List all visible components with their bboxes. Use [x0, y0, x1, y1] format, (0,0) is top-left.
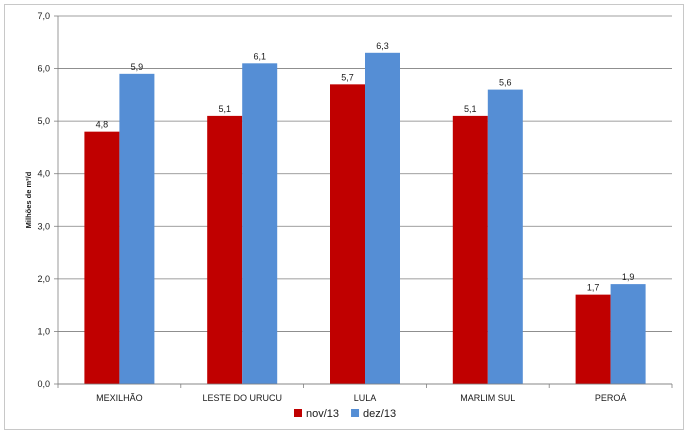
x-category-label: LULA: [354, 393, 377, 403]
bar: [330, 84, 365, 384]
legend-label: dez/13: [363, 408, 396, 420]
bar: [452, 115, 488, 384]
y-tick-label: 1,0: [37, 326, 50, 336]
x-axis-categories: MEXILHÃO LESTE DO URUCU LULA MARLIM SUL PERO…: [96, 393, 626, 403]
y-axis-label: Milhões de m³/d: [24, 171, 33, 228]
bar: [207, 115, 243, 384]
data-label: 5,1: [464, 104, 477, 114]
data-label: 5,1: [218, 104, 231, 114]
data-label: 5,7: [341, 72, 354, 82]
y-tick-label: 0,0: [37, 379, 50, 389]
data-label: 1,9: [622, 272, 635, 282]
y-tick-label: 4,0: [37, 169, 50, 179]
legend-label: nov/13: [306, 408, 339, 420]
y-tick-label: 7,0: [37, 11, 50, 21]
y-axis-ticks: 0,0 1,0 2,0 3,0 4,0 5,0 6,0 7,0: [37, 11, 58, 389]
legend-swatch: [294, 409, 302, 417]
data-label: 5,6: [499, 78, 512, 88]
y-tick-label: 2,0: [37, 274, 50, 284]
bar: [365, 52, 400, 385]
bar: [487, 89, 523, 384]
data-label: 6,1: [253, 51, 266, 61]
legend-swatch: [351, 409, 360, 417]
data-label: 4,8: [96, 120, 109, 130]
x-category-label: LESTE DO URUCU: [202, 393, 282, 403]
data-label: 1,7: [587, 283, 600, 293]
y-tick-label: 3,0: [37, 221, 50, 231]
x-category-label: MARLIM SUL: [460, 393, 515, 403]
bar: [610, 284, 646, 384]
y-tick-label: 5,0: [37, 116, 50, 126]
axes: [57, 16, 673, 388]
data-label: 6,3: [376, 41, 389, 51]
y-tick-label: 6,0: [37, 64, 50, 74]
bar: [119, 73, 155, 384]
bar: [242, 63, 278, 385]
x-category-label: MEXILHÃO: [96, 393, 143, 403]
bar: [84, 131, 120, 384]
bars: 4,8 5,9 5,1 6,1 5,7 6,3 5,1 5,6 1,7 1,9: [84, 41, 646, 385]
bar: [575, 294, 611, 384]
data-label: 5,9: [131, 62, 144, 72]
x-category-label: PEROÁ: [595, 393, 627, 403]
legend: nov/13 dez/13: [294, 408, 396, 420]
